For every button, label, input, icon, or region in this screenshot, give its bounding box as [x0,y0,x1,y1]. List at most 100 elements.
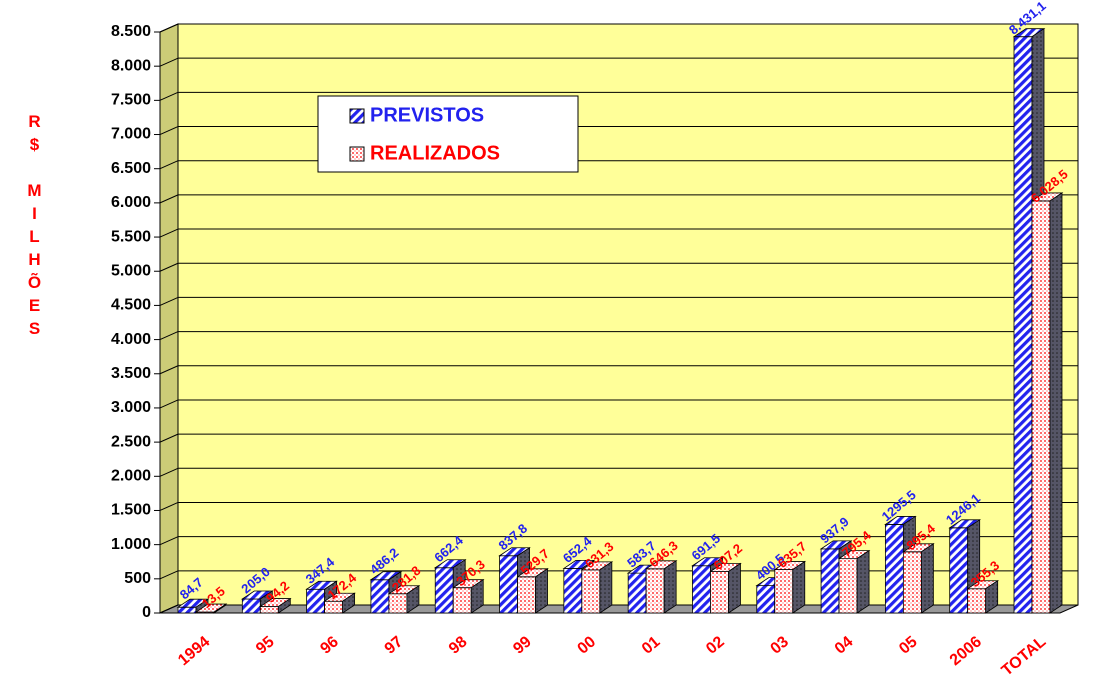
bar-front [563,568,583,614]
legend-label: REALIZADOS [370,142,500,164]
bar [451,578,485,614]
grid-line [159,399,179,409]
legend-swatch [349,108,365,124]
x-tick-label: 97 [382,633,407,658]
y-tick-label: 3.500 [111,365,151,382]
x-tick-label: TOTAL [999,633,1050,680]
grid-line [159,23,179,33]
grid-line [159,467,179,477]
y-tick-label: 4.000 [111,331,151,348]
bar-side [792,560,806,614]
y-tick-label: 7.500 [111,92,151,109]
bar-front [499,555,518,614]
bar-side [920,543,934,614]
back-wall [177,23,1079,606]
grid-line [159,433,179,443]
bar-side [406,584,420,614]
x-tick-label: 98 [446,633,471,658]
y-tick-label: 4.500 [111,297,151,314]
y-tick-label: 7.000 [111,126,151,143]
bar-side [856,549,870,614]
grid-line [159,570,179,580]
bar-front [949,527,969,614]
bar [194,603,228,614]
y-tick-label: 2.000 [111,468,151,485]
bar-front [838,558,858,614]
grid-line [159,57,179,67]
bar [1030,192,1064,614]
bar-side [728,562,741,614]
x-tick-label: 96 [317,633,342,658]
y-tick-label: 2.500 [111,433,151,450]
bar-front [241,598,261,614]
bar-front [388,593,408,614]
grid-line [159,91,179,101]
bar-front [517,576,536,614]
bar-side [213,603,227,614]
grid-line [159,194,179,204]
bar-front [452,587,472,614]
bar-front [884,524,904,614]
grid-line [159,331,179,341]
grid-line [159,536,179,546]
bar-front [967,588,987,614]
grid-line [159,228,179,238]
x-tick-label: 95 [253,633,278,658]
bar [966,579,1000,614]
x-tick-label: 2006 [947,633,985,669]
bar [902,543,935,614]
floor [159,604,1079,614]
grid-line [159,365,179,375]
x-tick-label: 00 [575,633,600,658]
grid-line [159,160,179,170]
bar [644,560,678,614]
grid-line [159,502,179,511]
grid-line [159,296,179,306]
y-tick-label: 3.000 [111,399,151,416]
x-tick-label: 03 [767,633,792,658]
y-tick-label: 8.000 [111,57,151,74]
bar-front [902,551,922,614]
y-axis-label: R$ MILHÕES [25,112,44,342]
bar-front [627,572,647,614]
legend-swatch [349,146,365,162]
x-tick-label: 99 [510,633,535,658]
bar [258,597,292,614]
bar [709,562,742,614]
y-tick-label: 5.500 [111,228,151,245]
bar-front [259,606,279,614]
x-tick-label: 05 [896,633,921,658]
bar-front [1031,200,1051,614]
bar-front [1013,36,1033,614]
x-tick-label: 04 [832,633,857,658]
bar [580,561,614,614]
bar-front [774,569,794,614]
bar-side [342,592,356,614]
bar [773,560,807,614]
bar-front [177,606,197,614]
bar-front [645,568,665,614]
bar-side [599,561,613,614]
y-tick-label: 1.000 [111,536,151,553]
grid-line [159,604,179,614]
y-tick-label: 6.500 [111,160,151,177]
y-tick-label: 1.500 [111,502,151,519]
bar-side [1049,192,1063,614]
side-wall [159,23,179,614]
bar-front [370,579,390,614]
y-tick-label: 0 [142,604,151,621]
grid-line [159,126,179,135]
legend-label: PREVISTOS [370,104,484,126]
bar-side [470,578,484,614]
y-tick-label: 8.500 [111,23,151,40]
bar-side [985,579,999,614]
bar-front [710,571,729,614]
bar-front [306,588,326,614]
x-tick-label: 02 [703,633,728,658]
x-tick-label: 01 [639,633,664,658]
y-tick-label: 500 [124,570,151,587]
bar-side [663,560,677,614]
bar-front [581,569,601,614]
x-tick-label: 1994 [175,633,213,669]
